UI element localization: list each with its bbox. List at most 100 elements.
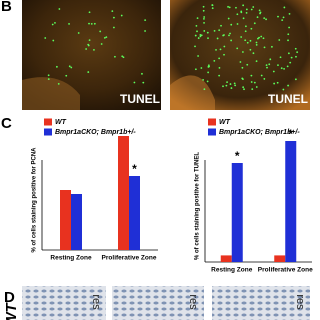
signal-dot (215, 48, 217, 51)
signal-dot (68, 23, 70, 25)
x-tick-label: Resting Zone (50, 255, 92, 262)
signal-dot (105, 36, 108, 39)
signal-dot (93, 22, 96, 25)
signal-dot (242, 17, 245, 20)
signal-dot (296, 51, 299, 54)
signal-dot (225, 84, 228, 87)
signal-dot (195, 24, 198, 27)
signal-dot (259, 12, 261, 15)
signal-dot (197, 37, 200, 39)
bar (118, 136, 129, 250)
signal-dot (77, 32, 80, 34)
signal-dot (199, 34, 202, 36)
signal-dot (87, 71, 90, 73)
signal-dot (283, 6, 286, 9)
signal-dot (241, 77, 244, 80)
signal-dot (245, 12, 248, 14)
signal-dot (235, 6, 237, 9)
signal-dot (194, 34, 197, 37)
image-label: TUNEL (120, 92, 160, 106)
signal-dot (269, 58, 272, 61)
signal-dot (68, 65, 71, 68)
signal-dot (223, 45, 226, 48)
signal-dot (141, 72, 143, 75)
tissue (170, 75, 215, 110)
legend-swatch (44, 118, 52, 126)
signal-dot (278, 39, 281, 41)
signal-dot (203, 17, 205, 20)
x-tick-label: Proliferative Zone (102, 255, 157, 262)
micrograph (112, 286, 204, 320)
signal-dot (258, 36, 260, 39)
signal-dot (58, 8, 61, 10)
signal-dot (240, 36, 243, 38)
signal-dot (249, 39, 252, 42)
bar (274, 255, 286, 262)
legend-swatch (208, 128, 216, 136)
signal-dot (250, 81, 253, 83)
bar (220, 255, 232, 262)
signal-dot (263, 17, 266, 20)
signal-dot (273, 82, 276, 85)
signal-dot (218, 66, 221, 69)
signal-dot (144, 30, 146, 32)
signal-dot (286, 65, 289, 68)
signal-dot (287, 84, 290, 87)
signal-dot (250, 74, 253, 77)
signal-dot (281, 19, 284, 22)
x-tick-label: Resting Zone (211, 267, 253, 274)
signal-dot (282, 88, 285, 91)
signal-dot (242, 4, 245, 7)
signal-dot (289, 61, 292, 64)
signal-dot (252, 6, 255, 8)
signal-dot (288, 13, 291, 15)
signal-dot (207, 71, 210, 74)
signal-dot (202, 9, 205, 12)
bar (60, 190, 71, 250)
signal-dot (255, 41, 258, 44)
signal-dot (88, 22, 90, 25)
signal-dot (88, 39, 91, 42)
signal-dot (255, 60, 258, 63)
signal-dot (236, 13, 239, 16)
signal-dot (230, 87, 233, 89)
bar (71, 194, 82, 250)
signal-dot (113, 26, 115, 29)
signal-dot (206, 31, 209, 34)
signal-dot (99, 30, 102, 33)
signal-dot (194, 68, 197, 71)
signal-dot (294, 78, 297, 81)
signal-dots (44, 4, 299, 91)
signal-dot (243, 88, 245, 91)
signal-dot (207, 37, 209, 40)
signal-dot (251, 88, 254, 91)
signal-dot (200, 67, 203, 69)
signal-dot (265, 64, 268, 67)
signal-dot (230, 23, 233, 26)
signal-dot (288, 26, 291, 29)
signal-dot (250, 8, 253, 11)
legend-label: WT (55, 119, 67, 126)
signal-dot (295, 55, 297, 58)
signal-dot (47, 78, 50, 80)
signal-dot (216, 37, 219, 40)
signal-dot (142, 81, 145, 84)
signal-dot (202, 78, 205, 81)
bar (129, 176, 140, 250)
signal-dot (294, 47, 297, 50)
signal-dot (203, 88, 206, 91)
signal-dot (65, 74, 68, 77)
signal-dot (133, 81, 136, 84)
signal-dot (111, 10, 114, 13)
signal-dot (226, 81, 228, 84)
signal-dot (239, 61, 242, 63)
bar (285, 141, 297, 262)
signal-dot (245, 25, 247, 28)
signal-dot (287, 52, 290, 55)
signal-dot (44, 37, 47, 39)
signal-dot (277, 15, 279, 18)
signal-dot (236, 47, 239, 50)
signal-dot (144, 19, 147, 22)
signal-dot (90, 22, 93, 25)
signal-dot (229, 32, 231, 35)
